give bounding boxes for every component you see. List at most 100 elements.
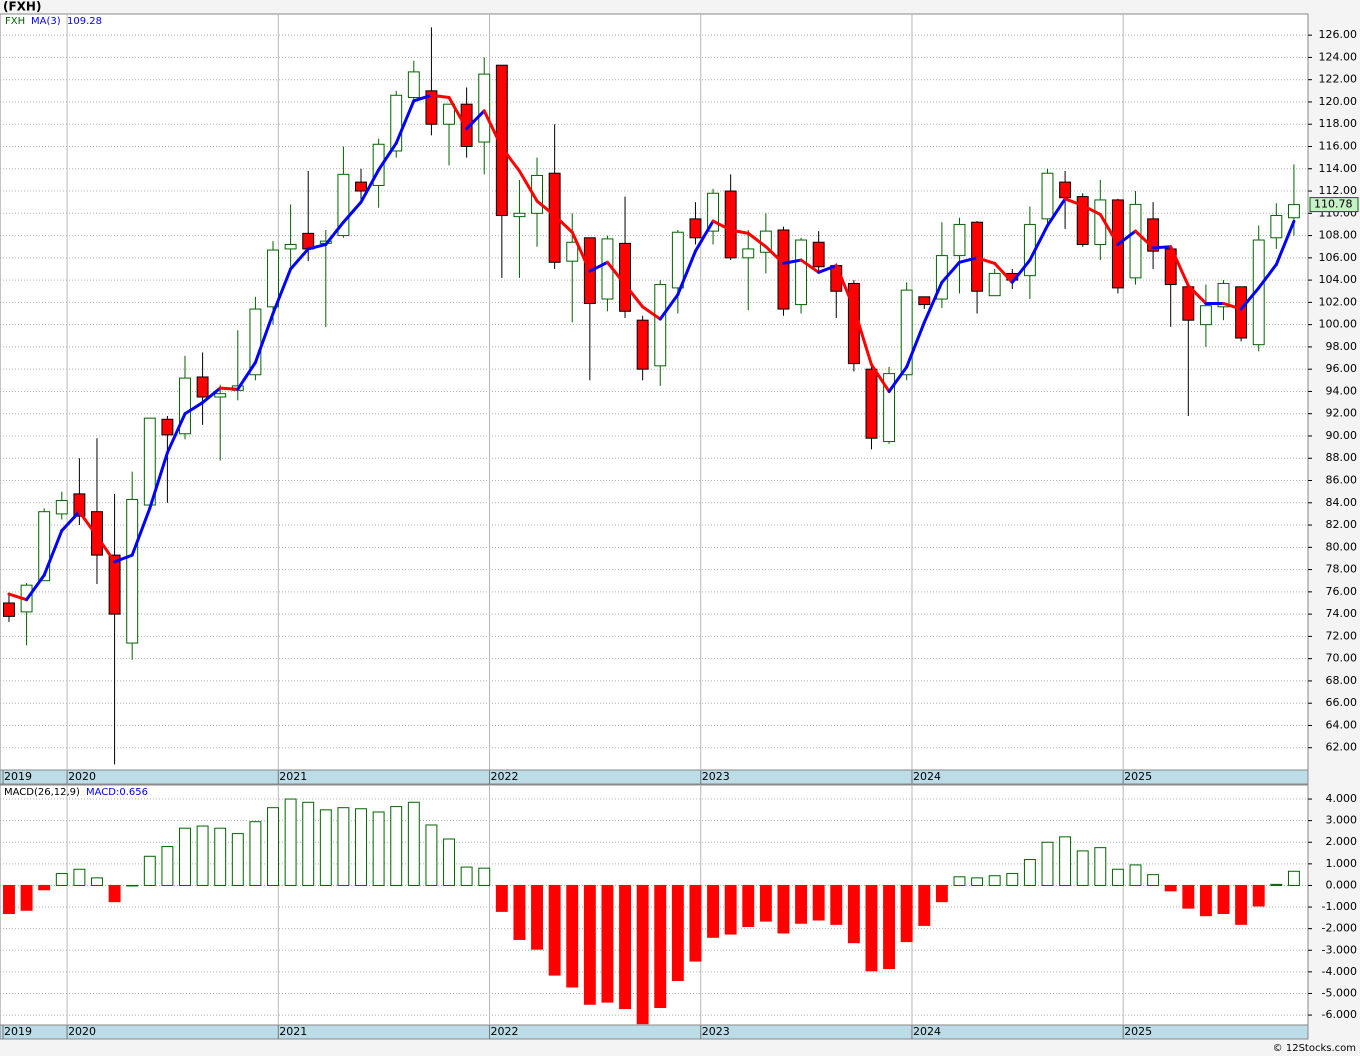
- macd-bar: [795, 884, 808, 924]
- y-tick-label: 100.00: [1319, 318, 1358, 331]
- macd-bar: [1006, 873, 1019, 886]
- y-tick-label: 114.00: [1319, 162, 1358, 175]
- candle-body: [460, 103, 473, 147]
- y-tick-label: 122.00: [1319, 73, 1358, 86]
- y-tick-label: 88.00: [1326, 451, 1358, 464]
- macd-bar: [478, 867, 491, 886]
- y-tick-label: 70.00: [1326, 652, 1358, 665]
- y-tick-label: 66.00: [1326, 696, 1358, 709]
- candle-body: [1147, 218, 1160, 252]
- candle-body: [390, 94, 403, 152]
- y-tick-label: 94.00: [1326, 384, 1358, 397]
- candle-body: [1041, 172, 1054, 220]
- candle-body: [91, 511, 103, 556]
- ma-line: [236, 360, 257, 391]
- ma-line: [148, 451, 169, 510]
- y-tick-label: 108.00: [1319, 229, 1358, 242]
- ma-line: [869, 363, 891, 393]
- ma-line: [289, 247, 310, 271]
- macd-bar: [55, 873, 68, 886]
- y-tick-label: 72.00: [1326, 629, 1358, 642]
- ma-line: [834, 264, 856, 310]
- macd-bar: [302, 801, 315, 886]
- macd-bar: [179, 827, 191, 886]
- ma-line: [25, 573, 46, 602]
- ma-line: [1081, 204, 1102, 216]
- macd-bar: [1111, 868, 1124, 886]
- candle-body: [284, 243, 297, 250]
- x-tick-label: 2020: [68, 770, 96, 783]
- candle-body: [953, 223, 966, 257]
- y-tick-label: 98.00: [1326, 340, 1358, 353]
- ma-line: [341, 200, 363, 224]
- macd-bar: [214, 827, 227, 886]
- candle-body: [495, 64, 508, 217]
- ma-line: [183, 401, 205, 416]
- macd-bar: [900, 884, 913, 943]
- macd-bar: [671, 884, 684, 981]
- macd-bar: [724, 884, 737, 935]
- ma-line: [975, 256, 997, 265]
- ma-line: [623, 283, 645, 309]
- ma-line: [218, 386, 240, 391]
- legend-entry: MA(3): [31, 16, 61, 27]
- candle-body: [179, 377, 191, 435]
- ma-line: [77, 510, 99, 538]
- macd-bar: [777, 884, 790, 934]
- macd-bar: [1076, 850, 1089, 886]
- ma-line: [253, 312, 275, 364]
- x-tick-label: 2019: [4, 1025, 32, 1038]
- candle-body: [1217, 282, 1230, 308]
- ma-line: [412, 93, 433, 103]
- candle-body: [3, 602, 15, 617]
- panel-value: MACD:0.656: [86, 787, 148, 798]
- candle-body: [1076, 196, 1089, 245]
- last-price-label: 110.78: [1314, 198, 1353, 211]
- candle-body: [425, 90, 438, 125]
- candle-body: [900, 289, 913, 376]
- macd-bar: [971, 877, 984, 886]
- candle-body: [337, 173, 350, 237]
- macd-bar: [865, 884, 878, 972]
- candle-body: [812, 241, 825, 268]
- macd-bar: [3, 884, 15, 915]
- ma-line: [746, 231, 768, 249]
- candle-body: [548, 172, 561, 263]
- x-tick-label: 2025: [1124, 770, 1152, 783]
- macd-bar: [654, 884, 667, 1009]
- ma-line: [693, 219, 715, 253]
- macd-bar: [1199, 884, 1212, 917]
- macd-bar: [548, 884, 561, 976]
- y-tick-label: 106.00: [1319, 251, 1358, 264]
- candle-body: [724, 190, 737, 259]
- macd-bar: [443, 838, 455, 886]
- macd-bar: [372, 811, 385, 886]
- macd-bar: [1252, 884, 1265, 907]
- ma-line: [711, 219, 733, 232]
- candle-body: [73, 493, 86, 517]
- x-tick-label: 2023: [702, 1025, 730, 1038]
- ma-line: [1169, 245, 1190, 288]
- ma-line: [113, 553, 134, 564]
- ma-line: [394, 99, 416, 145]
- x-tick-label: 2020: [68, 1025, 96, 1038]
- candle-body: [267, 249, 279, 308]
- macd-bar: [918, 884, 931, 926]
- macd-bar: [619, 884, 632, 1010]
- ma-line: [1010, 258, 1032, 284]
- x-axis-band: [0, 1024, 1309, 1040]
- y-tick-label: 126.00: [1319, 28, 1358, 41]
- macd-bar: [108, 884, 121, 903]
- macd-bar: [460, 866, 473, 886]
- macd-bar: [1041, 841, 1054, 886]
- macd-bar: [38, 884, 51, 891]
- macd-bar: [566, 884, 579, 988]
- chart-title: (FXH): [3, 0, 41, 14]
- macd-bar: [20, 884, 33, 911]
- ma-line: [588, 260, 609, 273]
- macd-bar: [495, 884, 508, 912]
- ma-line: [1045, 197, 1067, 228]
- candle-body: [249, 308, 262, 376]
- y-tick-label: 62.00: [1326, 741, 1358, 754]
- macd-bar: [1270, 883, 1283, 886]
